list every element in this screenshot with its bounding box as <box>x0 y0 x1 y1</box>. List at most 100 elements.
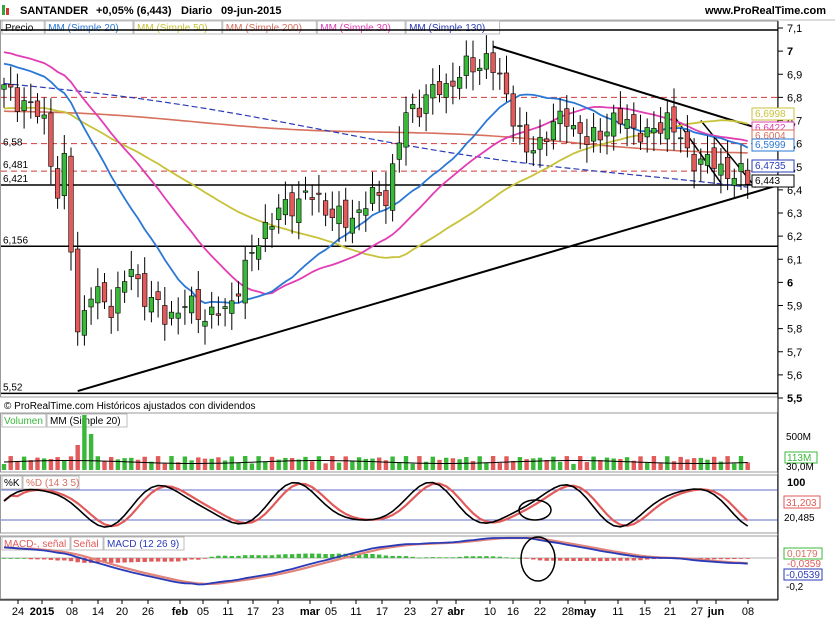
trend-resistance <box>492 45 779 136</box>
macd-histogram-bar <box>638 558 643 561</box>
candle <box>309 197 315 200</box>
symbol-icon <box>6 8 9 15</box>
macd-histogram-bar <box>15 558 20 559</box>
legend-5: MM (Simple 130) <box>409 23 485 34</box>
macd-histogram-bar <box>464 556 469 558</box>
ma-50 <box>3 106 748 259</box>
volume-bar <box>437 459 442 470</box>
price-tick-label: 6 <box>787 277 793 289</box>
macd-histogram-bar <box>8 558 13 559</box>
candle <box>530 150 536 154</box>
candle <box>731 178 737 186</box>
macd-histogram-bar <box>323 554 328 558</box>
volume-bar <box>283 457 288 470</box>
volume-bar <box>263 461 268 470</box>
macd-badge <box>783 568 823 581</box>
macd-histogram-bar <box>712 558 717 560</box>
candle <box>590 127 597 142</box>
legend-box <box>1 475 23 490</box>
candle <box>423 94 429 114</box>
volume-bar <box>236 462 241 470</box>
macd-histogram-bar <box>169 558 174 562</box>
stochastic-panel <box>0 474 778 534</box>
candle <box>644 127 650 138</box>
candle <box>671 106 677 133</box>
x-tick-label: 28 <box>562 606 574 618</box>
macd-histogram-bar <box>176 558 181 562</box>
volume-bar <box>1 464 7 470</box>
candle <box>168 311 175 319</box>
macd-histogram-bar <box>403 556 409 558</box>
volume-bar <box>645 462 650 470</box>
volume-bar <box>598 460 603 470</box>
volume-bar <box>42 458 47 470</box>
volume-bar <box>377 457 382 470</box>
candle <box>108 305 114 318</box>
legend-0: Precio <box>5 23 34 34</box>
candle <box>463 55 469 76</box>
volume-bar <box>162 463 167 470</box>
candle <box>135 274 141 280</box>
volume-bar <box>35 457 40 470</box>
macd-histogram-bar <box>484 556 489 558</box>
macd-histogram-bar <box>310 553 315 558</box>
macd-histogram-bar <box>363 553 368 558</box>
volume-bar <box>256 456 261 470</box>
candle <box>624 119 630 129</box>
macd-histogram-bar <box>450 557 456 559</box>
macd-histogram-bar <box>390 555 395 558</box>
volume-bar <box>149 461 154 470</box>
date-label: 09-jun-2015 <box>221 5 282 17</box>
candle <box>443 83 449 98</box>
volume-bar <box>383 460 389 470</box>
volume-bar <box>316 456 322 470</box>
level-label: 6,481 <box>3 160 28 171</box>
candle <box>269 226 275 230</box>
x-tick-label: 17 <box>376 606 388 618</box>
macd-histogram-bar <box>624 558 630 561</box>
macd-histogram-bar <box>430 557 435 558</box>
candle <box>336 205 342 225</box>
x-tick-label: 22 <box>534 606 546 618</box>
macd-histogram-bar <box>162 558 167 562</box>
candle <box>497 72 503 75</box>
macd-histogram-bar <box>330 553 335 558</box>
candle <box>75 248 81 333</box>
macd-histogram-bar <box>216 555 221 558</box>
volume-ma <box>3 460 748 464</box>
x-tick-label: 14 <box>92 606 104 618</box>
macd-histogram-bar <box>611 558 616 561</box>
volume-bar <box>611 458 616 470</box>
level-label: 6,421 <box>3 174 28 185</box>
macd-histogram-bar <box>209 556 214 558</box>
volume-bar <box>705 459 710 470</box>
volume-bar <box>310 461 315 470</box>
period-label: Diario <box>181 5 212 17</box>
macd-histogram-bar <box>470 556 476 558</box>
macd-histogram-bar <box>149 558 154 562</box>
candle <box>88 298 94 308</box>
macd-line <box>3 537 748 586</box>
macd-histogram-bar <box>537 558 543 561</box>
candle <box>289 192 295 217</box>
stoch-badge <box>783 495 821 509</box>
candle <box>456 77 463 89</box>
x-tick-label: 23 <box>272 606 284 618</box>
volume-bar <box>222 460 228 470</box>
volume-bar <box>55 457 60 470</box>
x-tick-label: abr <box>447 606 465 618</box>
candle <box>222 306 228 309</box>
candle <box>657 122 664 134</box>
legend-macd-hist: MACD-, señal <box>4 539 66 550</box>
macd-histogram-bar <box>598 558 603 562</box>
volume-bar <box>517 457 523 470</box>
candle <box>242 259 248 304</box>
x-tick-label: 20 <box>116 606 128 618</box>
macd-histogram-bar <box>517 557 523 559</box>
macd-histogram-bar <box>725 558 730 560</box>
volume-bar <box>631 460 636 470</box>
legend-box <box>70 536 104 551</box>
volume-badge-text: 113M <box>787 453 811 464</box>
